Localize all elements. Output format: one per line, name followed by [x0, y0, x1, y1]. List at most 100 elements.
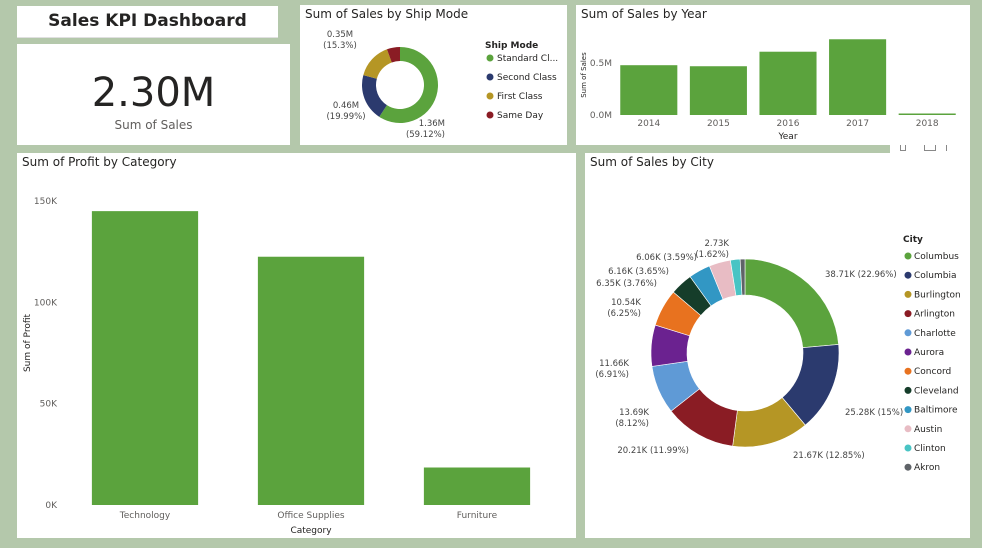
year-y-tick: 0.0M [590, 111, 612, 121]
city-legend-item: Cleveland [914, 386, 959, 396]
year-x-tick: 2017 [846, 119, 869, 129]
year-x-tick: 2018 [916, 119, 939, 129]
title-card: Sales KPI Dashboard [17, 6, 278, 38]
ship-mode-data-percent: (59.12%) [406, 130, 445, 140]
city-legend-item: Akron [914, 463, 940, 473]
legend-swatch [904, 367, 912, 375]
dashboard-title: Sales KPI Dashboard [48, 11, 247, 31]
year-x-tick: 2014 [637, 119, 660, 129]
ship-mode-data-percent: (19.99%) [326, 112, 365, 122]
legend-swatch [486, 111, 494, 119]
ship-mode-chart-panel[interactable]: Sum of Sales by Ship Mode 1.36M (59.12%) 0… [300, 5, 567, 145]
category-y-axis-title: Sum of Profit [23, 314, 33, 373]
year-x-tick: 2016 [777, 119, 800, 129]
ship-mode-slice [386, 47, 400, 63]
city-data-label: 25.28K (15%) [845, 408, 903, 418]
city-legend-item: Burlington [914, 290, 961, 300]
ship-mode-donut[interactable]: 1.36M(59.12%) 0.46M(19.99%) 0.35M(15.3%) Sh… [300, 5, 567, 145]
ship-mode-legend-title: Ship Mode [485, 41, 538, 51]
city-data-label: 11.66K (6.91%) [595, 359, 629, 380]
city-data-label: 10.54K (6.25%) [607, 298, 641, 319]
category-y-tick: 50K [40, 400, 58, 410]
more-options-icon[interactable] [946, 145, 947, 151]
ship-mode-chart-title: Sum of Sales by Ship Mode [305, 7, 469, 21]
city-data-label: 6.16K (3.65%) [608, 267, 669, 277]
focus-mode-icon[interactable] [924, 145, 936, 151]
ship-mode-data-label: 1.36M [419, 119, 445, 129]
city-legend-item: Austin [914, 425, 942, 435]
year-bar [898, 113, 956, 115]
kpi-label: Sum of Sales [114, 118, 193, 132]
city-data-label: 21.67K (12.85%) [793, 451, 865, 461]
legend-swatch [904, 348, 912, 356]
year-x-tick: 2015 [707, 119, 730, 129]
category-x-axis-title: Category [290, 526, 332, 536]
city-legend-item: Aurora [914, 348, 944, 358]
city-legend-item: Clinton [914, 444, 946, 454]
city-data-label: 38.71K (22.96%) [825, 270, 897, 280]
year-bar [689, 66, 747, 115]
city-data-label: 6.06K (3.59%) [636, 253, 697, 263]
sales-by-city-title: Sum of Sales by City [590, 155, 714, 169]
category-bar [257, 256, 365, 505]
legend-swatch [904, 386, 912, 394]
legend-swatch [486, 92, 494, 100]
legend-swatch [904, 444, 912, 452]
category-x-tick: Technology [119, 511, 171, 521]
category-x-tick: Office Supplies [277, 511, 345, 521]
category-y-tick: 100K [34, 298, 58, 308]
sales-by-year-panel[interactable]: Sum of Sales by Year 0.0M 0.5M 2014 2015 201… [576, 5, 970, 145]
city-slice [739, 258, 746, 296]
city-legend-item: Columbia [914, 271, 957, 281]
sales-by-city-donut[interactable]: 38.71K (22.96%) 25.28K (15%) 21.67K (12.85… [585, 153, 970, 538]
category-y-tick: 0K [45, 501, 58, 511]
category-y-tick: 150K [34, 197, 58, 207]
legend-swatch [904, 406, 912, 414]
ship-mode-slice [362, 75, 387, 117]
category-x-tick: Furniture [457, 511, 498, 521]
legend-swatch [904, 425, 912, 433]
category-bar [423, 467, 531, 505]
ship-mode-legend-item: Second Class [497, 73, 557, 83]
year-y-axis-title: Sum of Sales [580, 52, 588, 98]
ship-mode-legend-item: Standard Cl... [497, 54, 558, 64]
legend-swatch [486, 73, 494, 81]
ship-mode-slice [363, 49, 392, 79]
year-bar [829, 39, 887, 116]
ship-mode-data-percent: (15.3%) [323, 41, 357, 51]
profit-by-category-title: Sum of Profit by Category [22, 155, 177, 169]
city-data-label: 20.21K (11.99%) [617, 446, 689, 456]
city-legend-title: City [903, 235, 923, 245]
legend-swatch [904, 252, 912, 260]
legend-swatch [904, 271, 912, 279]
legend-swatch [904, 329, 912, 337]
filter-icon[interactable] [900, 145, 906, 151]
legend-swatch [904, 310, 912, 318]
ship-mode-legend-item: First Class [497, 92, 543, 102]
legend-swatch [486, 54, 494, 62]
year-x-axis-title: Year [777, 132, 797, 142]
visual-header-toolbar [890, 145, 970, 154]
category-bar [91, 211, 199, 505]
city-legend-item: Charlotte [914, 329, 956, 339]
profit-by-category-panel[interactable]: Sum of Profit by Category 0K 50K 100K 150K T… [17, 153, 576, 538]
profit-by-category-chart[interactable]: 0K 50K 100K 150K Technology Office Supplies Fu… [17, 153, 576, 538]
ship-mode-data-label: 0.35M [327, 30, 353, 40]
city-data-label: (1.62%) [695, 250, 729, 260]
legend-swatch [904, 463, 912, 471]
year-bar [759, 51, 817, 115]
year-bar [620, 65, 678, 115]
legend-swatch [904, 290, 912, 298]
city-data-label: 2.73K [705, 239, 730, 249]
kpi-card[interactable]: 2.30M Sum of Sales [17, 44, 290, 145]
city-legend-item: Baltimore [914, 406, 958, 416]
kpi-value: 2.30M [91, 70, 216, 116]
ship-mode-slice [379, 47, 438, 123]
ship-mode-legend-item: Same Day [497, 111, 544, 121]
sales-by-city-panel[interactable]: Sum of Sales by City 38.71K (22.96%) 25.2… [585, 153, 970, 538]
city-legend-item: Concord [914, 367, 951, 377]
city-data-label: 6.35K (3.76%) [596, 279, 657, 289]
year-y-tick: 0.5M [590, 59, 612, 69]
city-legend-item: Arlington [914, 310, 955, 320]
